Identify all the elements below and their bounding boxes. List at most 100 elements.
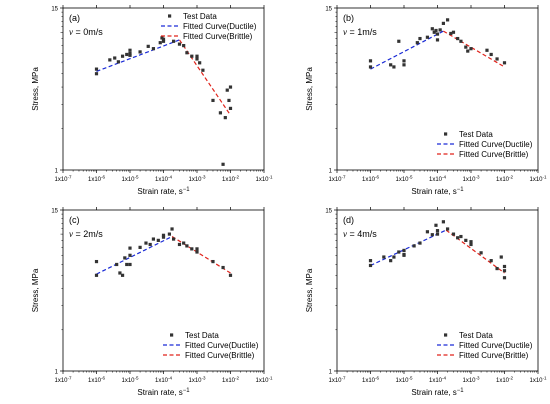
- x-tick-label: 1x10-6: [362, 376, 380, 385]
- x-tick-label: 1x10-3: [462, 175, 480, 184]
- data-point: [435, 229, 440, 233]
- legend-entry: Fitted Curve(Ductile): [185, 341, 259, 350]
- chart-panel-4: 1x10-7 1x10-6 1x10-5 1x10-4 1x10-3 1x10-2 1x10…: [305, 207, 547, 397]
- data-point: [466, 49, 470, 53]
- data-point: [151, 237, 156, 241]
- x-tick-label: 1x10-4: [429, 175, 447, 184]
- data-point: [451, 232, 456, 236]
- y-axis-label: Stress, MPa: [31, 67, 40, 111]
- x-tick-label: 1x10-2: [222, 376, 240, 385]
- data-point: [94, 72, 99, 76]
- data-point: [502, 276, 507, 280]
- velocity-label: v = 4m/s: [343, 229, 377, 239]
- legend-entry: Fitted Curve(Ductile): [183, 22, 257, 31]
- x-tick-label: 1x10-3: [188, 376, 206, 385]
- legend-entry: Test Data: [185, 331, 219, 340]
- y-tick-label: 15: [51, 7, 58, 13]
- data-point: [116, 60, 120, 64]
- data-point: [227, 98, 231, 103]
- legend-entry: Fitted Curve(Ductile): [459, 140, 533, 149]
- data-point: [412, 244, 416, 248]
- data-point: [464, 238, 468, 242]
- data-point: [430, 233, 434, 237]
- legend-entry: Test Data: [459, 130, 493, 139]
- data-point: [221, 162, 225, 166]
- data-point: [171, 39, 176, 43]
- data-point: [167, 232, 171, 236]
- data-point: [459, 39, 463, 43]
- x-tick-label: 1x10-1: [529, 175, 547, 184]
- x-tick-label: 1x10-4: [429, 376, 447, 385]
- data-point: [425, 35, 430, 39]
- fitted-line-brittle: [443, 30, 505, 68]
- x-axis-label: Strain rate, s−1: [137, 187, 190, 196]
- data-point: [113, 56, 117, 60]
- x-tick-label: 1x10-4: [155, 175, 173, 184]
- data-point: [138, 245, 142, 249]
- legend-entry: Fitted Curve(Brittle): [459, 150, 529, 159]
- data-point: [489, 52, 493, 57]
- data-point: [228, 106, 233, 111]
- data-point: [456, 236, 460, 240]
- data-point: [389, 63, 393, 67]
- data-point: [502, 269, 507, 273]
- chart-panel-3: 1x10-7 1x10-6 1x10-5 1x10-4 1x10-3 1x10-2 1x10…: [31, 207, 273, 397]
- x-tick-label: 1x10-2: [496, 376, 514, 385]
- data-point: [128, 48, 132, 52]
- data-point: [402, 248, 406, 253]
- data-point: [138, 50, 142, 54]
- data-point: [190, 54, 194, 58]
- data-point: [485, 48, 489, 52]
- x-tick-label: 1x10-2: [222, 175, 240, 184]
- data-point: [397, 39, 401, 43]
- data-point: [128, 246, 132, 250]
- x-tick-label: 1x10-6: [88, 175, 106, 184]
- data-point: [441, 220, 445, 224]
- panel-label: (a): [69, 13, 80, 23]
- data-point: [190, 247, 194, 251]
- data-point: [402, 253, 406, 257]
- fitted-line-ductile: [96, 235, 173, 275]
- data-point: [469, 240, 473, 244]
- y-axis-label: Stress, MPa: [305, 67, 314, 111]
- chart-panel-2: 1x10-7 1x10-6 1x10-5 1x10-4 1x10-3 1x10-2 1x10…: [305, 5, 547, 196]
- data-point: [108, 58, 112, 62]
- data-point: [368, 259, 373, 263]
- data-point: [425, 230, 430, 234]
- y-tick-label: 15: [325, 7, 332, 13]
- data-point: [441, 21, 445, 25]
- x-tick-label: 1x10-1: [255, 175, 273, 184]
- data-point: [402, 59, 406, 63]
- x-axis-label: Strain rate, s−1: [411, 187, 464, 196]
- data-point: [118, 271, 122, 275]
- y-tick-label: 15: [325, 209, 332, 215]
- y-axis-label: Stress, MPa: [305, 268, 314, 312]
- data-point: [211, 259, 215, 264]
- data-point: [158, 41, 162, 45]
- data-point: [156, 238, 160, 242]
- x-tick-label: 1x10-1: [255, 376, 273, 385]
- velocity-label: v = 1m/s: [343, 27, 377, 37]
- data-point: [115, 262, 119, 267]
- x-tick-label: 1x10-6: [362, 175, 380, 184]
- x-tick-label: 1x10-7: [328, 376, 346, 385]
- data-point: [195, 54, 199, 58]
- legend-entry: Fitted Curve(Brittle): [183, 32, 253, 41]
- data-point: [182, 44, 186, 48]
- data-point: [430, 27, 434, 31]
- data-point: [434, 223, 438, 227]
- data-point: [125, 262, 129, 267]
- data-point: [177, 42, 182, 46]
- data-point: [146, 44, 150, 48]
- data-point: [128, 51, 132, 56]
- x-tick-label: 1x10-7: [328, 175, 346, 184]
- data-point: [389, 259, 393, 263]
- data-point: [221, 265, 225, 270]
- x-tick-label: 1x10-5: [395, 376, 413, 385]
- data-point: [94, 273, 99, 277]
- data-point: [502, 61, 507, 65]
- fitted-line-brittle: [445, 229, 505, 274]
